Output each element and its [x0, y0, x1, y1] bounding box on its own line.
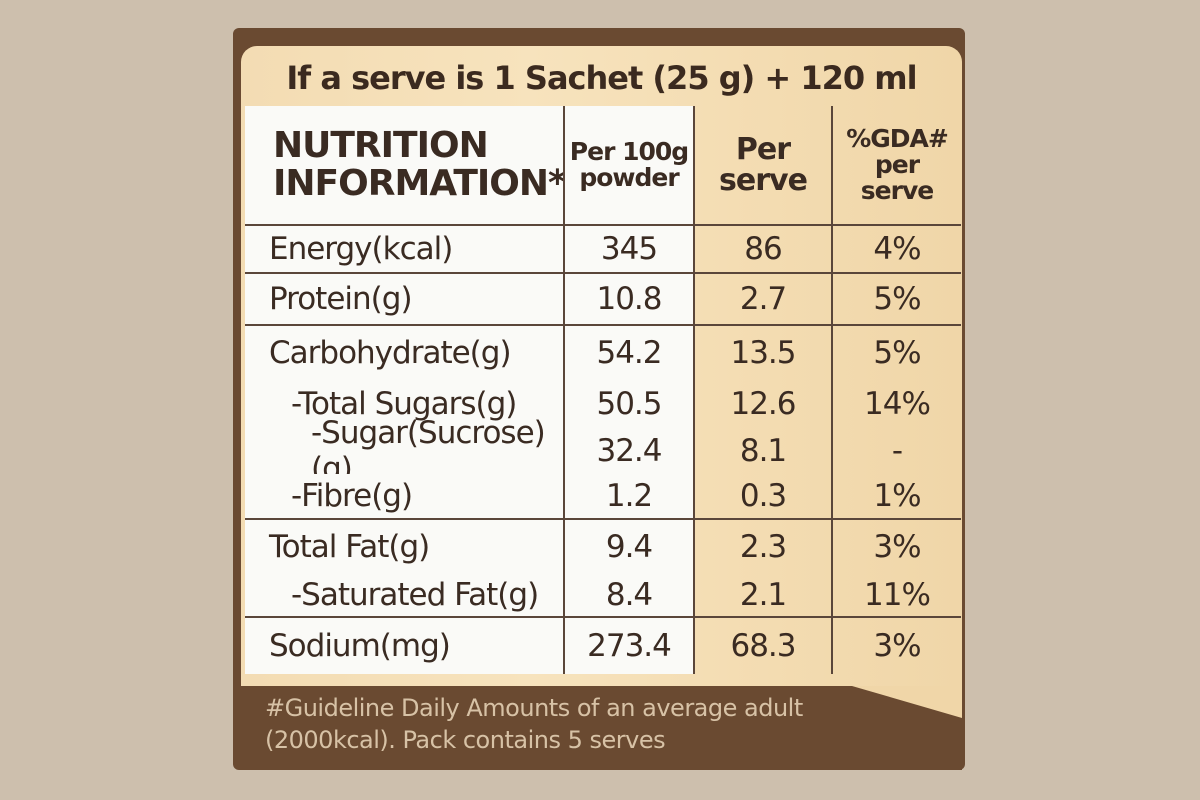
- row-name: Protein(g): [245, 274, 563, 326]
- row-serve: 68.3: [693, 618, 831, 674]
- row-gda: 3%: [831, 618, 961, 674]
- header-per-serve: Per serve: [693, 106, 831, 226]
- row-gda: 5%: [831, 274, 961, 326]
- row-serve: 2.7: [693, 274, 831, 326]
- row-per100: 9.4: [563, 520, 693, 574]
- row-serve: 2.1: [693, 574, 831, 618]
- row-name: Carbohydrate(g): [245, 326, 563, 380]
- row-gda: 1%: [831, 474, 961, 520]
- row-serve: 0.3: [693, 474, 831, 520]
- row-per100: 10.8: [563, 274, 693, 326]
- row-gda: -: [831, 428, 961, 474]
- gda-footnote: #Guideline Daily Amounts of an average a…: [265, 694, 803, 754]
- nutrition-table: NUTRITION INFORMATION* Per 100g powder Per…: [245, 106, 961, 674]
- row-serve: 2.3: [693, 520, 831, 574]
- row-serve: 12.6: [693, 380, 831, 428]
- row-gda: 4%: [831, 226, 961, 274]
- row-name: -Sugar(Sucrose)(g): [245, 415, 563, 487]
- row-per100: 54.2: [563, 326, 693, 380]
- row-gda: 3%: [831, 520, 961, 574]
- row-per100: 8.4: [563, 574, 693, 618]
- footer-notch: [852, 686, 962, 718]
- row-serve: 8.1: [693, 428, 831, 474]
- row-name: -Fibre(g): [245, 474, 563, 520]
- row-serve: 13.5: [693, 326, 831, 380]
- row-gda: 14%: [831, 380, 961, 428]
- row-name: Total Fat(g): [245, 520, 563, 574]
- row-gda: 11%: [831, 574, 961, 618]
- row-gda: 5%: [831, 326, 961, 380]
- header-nutrition-information: NUTRITION INFORMATION*: [245, 106, 567, 226]
- row-serve: 86: [693, 226, 831, 274]
- row-per100: 32.4: [563, 428, 693, 474]
- row-name: -Total Sugars(g): [245, 380, 563, 428]
- header-per-100g: Per 100g powder: [563, 106, 693, 226]
- row-per100: 1.2: [563, 474, 693, 520]
- row-name: -Saturated Fat(g): [245, 574, 563, 618]
- serving-headline: If a serve is 1 Sachet (25 g) + 120 ml w…: [286, 59, 917, 149]
- gda-footnote-panel: #Guideline Daily Amounts of an average a…: [241, 686, 962, 770]
- row-name: Energy(kcal): [245, 226, 563, 274]
- row-name: Sodium(mg): [245, 618, 563, 674]
- header-gda: %GDA# per serve: [831, 106, 961, 226]
- row-per100: 273.4: [563, 618, 693, 674]
- row-per100: 50.5: [563, 380, 693, 428]
- row-per100: 345: [563, 226, 693, 274]
